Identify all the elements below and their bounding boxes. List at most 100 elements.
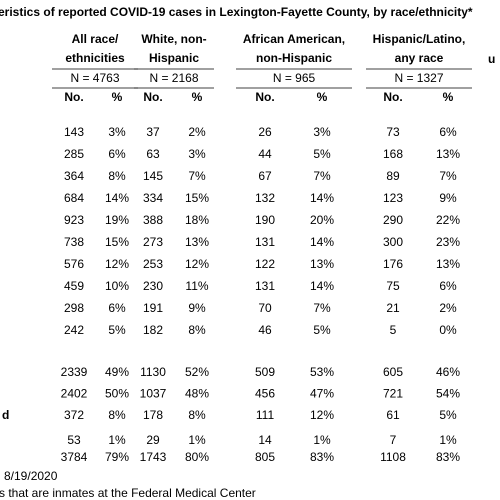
cell: 242: [64, 323, 84, 337]
cell: 20%: [310, 213, 334, 227]
cropped-header: u: [488, 52, 495, 66]
group-n: N = 4763: [70, 71, 119, 85]
cell: 2402: [61, 387, 88, 401]
cell: 10%: [105, 279, 129, 293]
cell: 80%: [185, 450, 209, 464]
group-header: Hispanic/Latino,: [373, 32, 466, 46]
group-header: any race: [395, 51, 444, 65]
cell: 273: [143, 235, 163, 249]
cell: 14: [258, 433, 272, 447]
cell: 61: [386, 408, 400, 422]
cell: 5%: [439, 408, 457, 422]
cell: 8%: [108, 169, 126, 183]
cell: 29: [146, 433, 160, 447]
cell: 19%: [105, 213, 129, 227]
cell: 3%: [188, 147, 206, 161]
cell: 3%: [313, 125, 331, 139]
cell: 300: [383, 235, 403, 249]
cell: 12%: [105, 257, 129, 271]
cell: 18%: [185, 213, 209, 227]
cell: 285: [64, 147, 84, 161]
cell: 14%: [310, 235, 334, 249]
cell: 6%: [108, 147, 126, 161]
cell: 89: [386, 169, 400, 183]
group-header: African American,: [243, 32, 345, 46]
subheader: No.: [255, 90, 274, 104]
cell: 684: [64, 191, 84, 205]
cell: 37: [146, 125, 160, 139]
cell: 63: [146, 147, 160, 161]
cell: 364: [64, 169, 84, 183]
cell: 12%: [310, 408, 334, 422]
footnote: 8/19/2020: [4, 469, 58, 483]
cell: 143: [64, 125, 84, 139]
cell: 298: [64, 301, 84, 315]
cell: 53%: [310, 365, 334, 379]
cell: 7%: [313, 301, 331, 315]
cell: 83%: [310, 450, 334, 464]
group-n: N = 1327: [394, 71, 443, 85]
cell: 52%: [185, 365, 209, 379]
cell: 83%: [436, 450, 460, 464]
cell: 14%: [310, 191, 334, 205]
cell: 0%: [439, 323, 457, 337]
cell: 1037: [140, 387, 167, 401]
cell: 3%: [108, 125, 126, 139]
cell: 1743: [140, 450, 167, 464]
cell: 7%: [188, 169, 206, 183]
cell: 178: [143, 408, 163, 422]
cell: 15%: [105, 235, 129, 249]
cell: 44: [258, 147, 272, 161]
cell: 459: [64, 279, 84, 293]
cell: 145: [143, 169, 163, 183]
cell: 253: [143, 257, 163, 271]
cell: 23%: [436, 235, 460, 249]
cell: 26: [258, 125, 272, 139]
cell: 7%: [439, 169, 457, 183]
cell: 738: [64, 235, 84, 249]
cell: 5%: [108, 323, 126, 337]
cell: 13%: [185, 235, 209, 249]
cell: 70: [258, 301, 272, 315]
group-header: Hispanic: [149, 51, 199, 65]
cell: 372: [64, 408, 84, 422]
cell: 53: [67, 433, 81, 447]
cell: 8%: [188, 323, 206, 337]
cell: 182: [143, 323, 163, 337]
cell: 123: [383, 191, 403, 205]
cell: 191: [143, 301, 163, 315]
cell: 8%: [188, 408, 206, 422]
cell: 132: [255, 191, 275, 205]
cell: 388: [143, 213, 163, 227]
cell: 1130: [140, 365, 166, 379]
cell: 15%: [185, 191, 209, 205]
title: eristics of reported COVID-19 cases in L…: [0, 5, 473, 19]
cell: 75: [386, 279, 400, 293]
group-n: N = 2168: [149, 71, 198, 85]
cell: 605: [383, 365, 403, 379]
subheader: %: [112, 90, 123, 104]
cell: 14%: [310, 279, 334, 293]
group-header: ethnicities: [65, 51, 125, 65]
cell: 1%: [188, 433, 206, 447]
cell: 334: [143, 191, 163, 205]
subheader: No.: [143, 90, 162, 104]
cell: 2%: [439, 301, 457, 315]
cell: 7%: [313, 169, 331, 183]
cell: 2%: [188, 125, 206, 139]
cell: 73: [386, 125, 400, 139]
cell: 111: [256, 408, 275, 422]
cell: 14%: [105, 191, 129, 205]
cell: 11%: [185, 279, 208, 293]
group-header: White, non-: [141, 32, 206, 46]
subheader: %: [317, 90, 328, 104]
cell: 230: [143, 279, 163, 293]
cell: 1108: [380, 450, 406, 464]
cell: 21: [386, 301, 400, 315]
cell: 46: [258, 323, 272, 337]
cell: 168: [383, 147, 403, 161]
cell: 5: [390, 323, 397, 337]
footnote: s that are inmates at the Federal Medica…: [0, 486, 256, 500]
cell: 805: [255, 450, 275, 464]
cell: 131: [255, 235, 275, 249]
